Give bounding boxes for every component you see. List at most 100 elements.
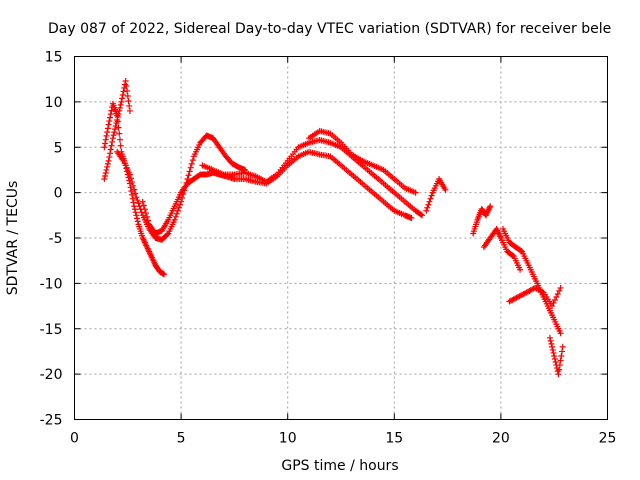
data-point	[551, 356, 558, 362]
data-point	[102, 172, 109, 179]
data-point	[129, 179, 136, 186]
data-point	[134, 218, 141, 225]
data-point	[134, 215, 141, 222]
data-point	[139, 198, 146, 205]
data-point	[104, 125, 111, 132]
data-point	[103, 132, 110, 139]
data-point	[127, 175, 134, 182]
data-point	[116, 130, 123, 137]
data-point	[138, 209, 145, 216]
data-point	[104, 160, 111, 167]
y-tick-label: -15	[40, 322, 63, 338]
series-track-l	[546, 334, 566, 378]
data-point	[106, 118, 113, 125]
data-point	[171, 216, 178, 223]
data-point	[132, 209, 139, 216]
data-point	[132, 190, 139, 197]
data-point	[117, 101, 124, 108]
data-point	[116, 136, 123, 143]
y-axis-title: SDTVAR / TECUs	[5, 181, 21, 296]
data-point	[186, 168, 193, 175]
data-point	[556, 287, 563, 294]
data-point	[115, 110, 122, 117]
x-tick-label: 15	[385, 431, 403, 447]
data-point	[419, 212, 426, 219]
data-point	[131, 203, 138, 210]
data-point	[549, 303, 556, 310]
data-point	[136, 203, 143, 210]
y-tick-label: 10	[45, 95, 63, 111]
data-point	[423, 207, 430, 214]
series-track-j	[500, 225, 564, 337]
data-point	[106, 154, 113, 161]
data-point	[550, 349, 557, 356]
data-point	[130, 199, 137, 206]
data-point	[124, 87, 131, 94]
data-point	[119, 91, 126, 98]
y-tick-label: 15	[45, 50, 63, 66]
data-point	[172, 213, 179, 220]
data-point	[556, 362, 563, 369]
data-point	[189, 157, 196, 164]
data-point	[142, 210, 149, 217]
data-point	[109, 135, 116, 142]
x-tick-label: 0	[70, 431, 79, 447]
data-point	[179, 194, 186, 201]
data-point	[509, 252, 516, 259]
data-point	[554, 290, 561, 297]
x-tick-label: 10	[279, 431, 297, 447]
data-point	[408, 215, 415, 222]
data-layer	[101, 78, 566, 378]
data-point	[426, 198, 433, 205]
data-point	[417, 211, 424, 218]
data-point	[559, 348, 566, 355]
data-point	[517, 266, 524, 273]
data-point	[112, 123, 119, 130]
data-point	[134, 197, 141, 204]
data-point	[424, 204, 431, 211]
data-point	[118, 98, 125, 105]
data-point	[135, 200, 142, 207]
data-point	[107, 114, 114, 121]
tick-layer: 0 5 10 15 20 25 -25 -20 -15 -10 -5 0 5 10 15	[40, 50, 617, 447]
data-point	[107, 146, 114, 153]
data-point	[556, 366, 563, 373]
data-point	[126, 107, 133, 114]
data-point	[557, 284, 564, 291]
data-point	[175, 204, 182, 211]
data-point	[188, 160, 195, 167]
plot-frame	[74, 56, 608, 420]
data-point	[108, 107, 115, 114]
data-point	[104, 163, 111, 170]
data-point	[557, 330, 564, 337]
data-point	[111, 129, 118, 136]
data-point	[129, 191, 136, 198]
data-point	[114, 114, 121, 120]
x-axis-title: GPS time / hours	[281, 458, 398, 474]
data-point	[102, 140, 109, 147]
data-point	[185, 172, 192, 179]
y-tick-label: 0	[54, 186, 63, 202]
data-point	[518, 247, 525, 254]
data-point	[131, 206, 138, 213]
series-track-e	[199, 136, 426, 219]
data-point	[187, 164, 194, 171]
data-point	[107, 111, 114, 118]
series-track-g	[423, 176, 449, 214]
data-point	[547, 337, 554, 344]
y-tick-label: 5	[54, 140, 63, 156]
data-point	[103, 166, 110, 173]
x-tick-label: 20	[492, 431, 510, 447]
data-point	[131, 186, 138, 193]
data-point	[133, 212, 140, 219]
series-track-c	[114, 132, 249, 243]
data-point	[549, 343, 556, 350]
data-point	[125, 97, 132, 104]
data-point	[113, 120, 120, 127]
data-point	[104, 129, 111, 136]
data-point	[102, 136, 109, 143]
data-point	[177, 201, 184, 208]
data-point	[119, 95, 126, 102]
data-point	[123, 82, 130, 89]
